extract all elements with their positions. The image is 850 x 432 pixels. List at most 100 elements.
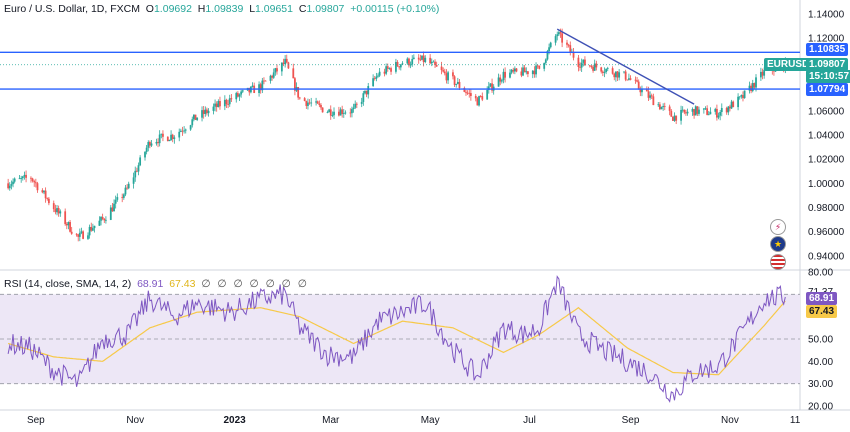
candle (113, 199, 115, 212)
candle-body (396, 62, 399, 67)
candle (201, 106, 203, 122)
candle (46, 197, 49, 201)
candle (577, 55, 580, 72)
candle (520, 67, 523, 78)
candle (590, 64, 593, 69)
candle-body (310, 102, 313, 104)
candle (421, 55, 423, 61)
candle-body (698, 109, 700, 114)
candle-body (320, 105, 322, 108)
candle (759, 67, 762, 81)
candle (672, 116, 674, 122)
rsi-sma-line (7, 300, 786, 376)
candle (236, 91, 239, 98)
candle (295, 82, 298, 93)
candle-body (729, 106, 731, 109)
candle-body (18, 178, 21, 180)
candle-body (481, 96, 484, 100)
candle (77, 233, 80, 242)
candle-body (170, 134, 172, 140)
candle (80, 227, 83, 235)
candle (378, 68, 381, 78)
candle (202, 106, 205, 119)
candle (259, 82, 262, 94)
candle-body (173, 137, 176, 139)
candle (20, 175, 23, 183)
candle (709, 107, 712, 115)
candle-body (417, 57, 420, 60)
candle (31, 177, 34, 183)
candle (298, 96, 301, 100)
candle (100, 216, 102, 226)
candle (147, 140, 150, 152)
candle (396, 60, 399, 67)
candle-body (372, 78, 375, 87)
candle-body (611, 68, 614, 74)
candle (328, 108, 331, 113)
candle-body (263, 80, 265, 82)
candle (634, 76, 637, 84)
rsi-tick-label: 20.00 (808, 402, 833, 413)
candle (657, 101, 660, 107)
candle-body (308, 102, 311, 104)
candle (139, 155, 142, 167)
rsi-visibility-icons[interactable]: ∅ ∅ ∅ ∅ ∅ ∅ ∅ (201, 278, 309, 290)
candle-body (515, 68, 518, 72)
candle-body (593, 63, 596, 71)
candle-body (105, 219, 107, 221)
candle (730, 99, 733, 110)
candle (207, 108, 210, 117)
candle (93, 225, 96, 233)
candle (742, 91, 744, 102)
candle-body (139, 157, 142, 166)
candle-body (30, 177, 32, 179)
candle (372, 74, 375, 88)
candle-body (628, 78, 630, 80)
candle (367, 82, 370, 99)
candle (478, 95, 480, 107)
candle-body (685, 112, 687, 114)
candle-body (531, 70, 534, 75)
candle (272, 68, 275, 79)
candle (219, 96, 221, 110)
candle (280, 62, 283, 76)
lightning-icon[interactable]: ⚡ (770, 219, 786, 235)
candle (487, 81, 490, 94)
candle-body (77, 234, 80, 237)
candle-body (395, 62, 397, 72)
candle (452, 69, 454, 80)
candle (155, 138, 158, 146)
candle-body (647, 91, 650, 98)
candle (137, 162, 140, 176)
candle-body (8, 185, 11, 189)
candle-body (691, 109, 694, 112)
candle (435, 61, 438, 67)
candle (215, 101, 218, 112)
candle (388, 67, 391, 70)
us-flag-icon[interactable] (770, 254, 786, 270)
candle (78, 228, 81, 242)
rsi-tick-label: 40.00 (808, 357, 833, 368)
candle-body (228, 98, 231, 105)
candle-body (616, 71, 619, 78)
candle (65, 222, 68, 230)
open-value: 1.09692 (153, 3, 192, 15)
time-tick-label: 2023 (223, 415, 246, 426)
candle (274, 67, 277, 76)
candle (82, 230, 84, 240)
candle-body (34, 182, 37, 184)
candle (616, 70, 619, 82)
candle (729, 104, 731, 112)
candle (626, 79, 629, 81)
candle (579, 62, 581, 71)
eu-flag-icon[interactable]: ★ (770, 236, 786, 252)
candle (64, 208, 67, 226)
candle-body (546, 51, 549, 60)
candle-body (458, 81, 461, 88)
candle-body (421, 55, 423, 60)
candle (23, 171, 26, 180)
rsi-tick-label: 50.00 (808, 335, 833, 346)
candle (468, 88, 471, 98)
